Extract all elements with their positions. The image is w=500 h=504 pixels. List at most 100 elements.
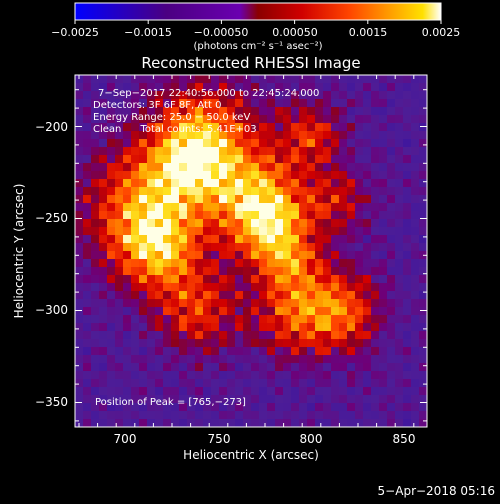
image-pixel bbox=[211, 195, 220, 204]
image-pixel bbox=[339, 243, 348, 252]
image-pixel bbox=[219, 307, 228, 316]
image-pixel bbox=[123, 251, 132, 260]
image-pixel bbox=[315, 115, 324, 124]
image-pixel bbox=[387, 99, 396, 108]
image-pixel bbox=[171, 355, 180, 364]
image-pixel bbox=[275, 227, 284, 236]
image-pixel bbox=[123, 323, 132, 332]
image-pixel bbox=[291, 315, 300, 324]
colorbar-tick-label: 0.00050 bbox=[272, 26, 318, 39]
image-pixel bbox=[99, 155, 108, 164]
image-pixel bbox=[187, 275, 196, 284]
image-pixel bbox=[411, 107, 420, 116]
image-pixel bbox=[371, 331, 380, 340]
image-pixel bbox=[403, 139, 412, 148]
image-pixel bbox=[331, 387, 340, 396]
image-pixel bbox=[315, 411, 324, 420]
image-pixel bbox=[171, 75, 180, 84]
image-pixel bbox=[371, 99, 380, 108]
image-pixel bbox=[291, 123, 300, 132]
image-pixel bbox=[307, 115, 316, 124]
image-pixel bbox=[403, 307, 412, 316]
image-pixel bbox=[171, 315, 180, 324]
image-pixel bbox=[131, 203, 140, 212]
image-pixel bbox=[307, 315, 316, 324]
image-pixel bbox=[339, 275, 348, 284]
image-pixel bbox=[347, 259, 356, 268]
image-pixel bbox=[395, 91, 404, 100]
image-pixel bbox=[323, 123, 332, 132]
image-pixel bbox=[211, 299, 220, 308]
image-pixel bbox=[171, 123, 180, 132]
image-pixel bbox=[315, 347, 324, 356]
image-pixel bbox=[259, 387, 268, 396]
image-pixel bbox=[403, 83, 412, 92]
image-pixel bbox=[355, 123, 364, 132]
image-pixel bbox=[355, 299, 364, 308]
colorbar-ticks bbox=[74, 20, 442, 24]
image-pixel bbox=[307, 259, 316, 268]
image-pixel bbox=[83, 107, 92, 116]
image-pixel bbox=[403, 379, 412, 388]
image-pixel bbox=[219, 115, 228, 124]
image-pixel bbox=[139, 283, 148, 292]
image-pixel bbox=[99, 299, 108, 308]
image-pixel bbox=[115, 403, 124, 412]
image-pixel bbox=[99, 187, 108, 196]
image-pixel bbox=[131, 355, 140, 364]
image-pixel bbox=[291, 339, 300, 348]
image-pixel bbox=[387, 347, 396, 356]
image-pixel bbox=[331, 203, 340, 212]
image-pixel bbox=[339, 323, 348, 332]
image-pixel bbox=[147, 363, 156, 372]
image-pixel bbox=[83, 315, 92, 324]
image-pixel bbox=[347, 83, 356, 92]
image-pixel bbox=[187, 91, 196, 100]
image-pixel bbox=[307, 299, 316, 308]
image-pixel bbox=[91, 83, 100, 92]
image-pixel bbox=[75, 395, 84, 404]
image-pixel bbox=[115, 195, 124, 204]
image-pixel bbox=[259, 211, 268, 220]
image-pixel bbox=[315, 395, 324, 404]
image-pixel bbox=[211, 203, 220, 212]
image-pixel bbox=[163, 243, 172, 252]
image-pixel bbox=[107, 379, 116, 388]
image-pixel bbox=[219, 419, 228, 427]
image-pixel bbox=[179, 387, 188, 396]
image-pixel bbox=[267, 411, 276, 420]
image-pixel bbox=[275, 275, 284, 284]
image-pixel bbox=[179, 107, 188, 116]
image-pixel bbox=[395, 171, 404, 180]
image-pixel bbox=[115, 123, 124, 132]
image-pixel bbox=[403, 363, 412, 372]
image-pixel bbox=[411, 155, 420, 164]
image-pixel bbox=[419, 331, 427, 340]
image-pixel bbox=[411, 355, 420, 364]
image-pixel bbox=[339, 187, 348, 196]
image-pixel bbox=[211, 363, 220, 372]
image-pixel bbox=[267, 203, 276, 212]
image-pixel bbox=[307, 171, 316, 180]
image-pixel bbox=[411, 203, 420, 212]
image-pixel bbox=[179, 91, 188, 100]
image-pixel bbox=[211, 179, 220, 188]
image-pixel bbox=[379, 163, 388, 172]
image-pixel bbox=[363, 323, 372, 332]
image-pixel bbox=[275, 187, 284, 196]
image-pixel bbox=[227, 315, 236, 324]
image-pixel bbox=[355, 163, 364, 172]
image-pixel bbox=[387, 307, 396, 316]
image-pixel bbox=[267, 211, 276, 220]
image-pixel bbox=[171, 83, 180, 92]
image-pixel bbox=[315, 187, 324, 196]
image-pixel bbox=[347, 203, 356, 212]
image-pixel bbox=[91, 251, 100, 260]
image-pixel bbox=[219, 83, 228, 92]
image-pixel bbox=[355, 99, 364, 108]
image-pixel bbox=[235, 99, 244, 108]
image-pixel bbox=[379, 339, 388, 348]
image-pixel bbox=[203, 395, 212, 404]
image-pixel bbox=[155, 227, 164, 236]
